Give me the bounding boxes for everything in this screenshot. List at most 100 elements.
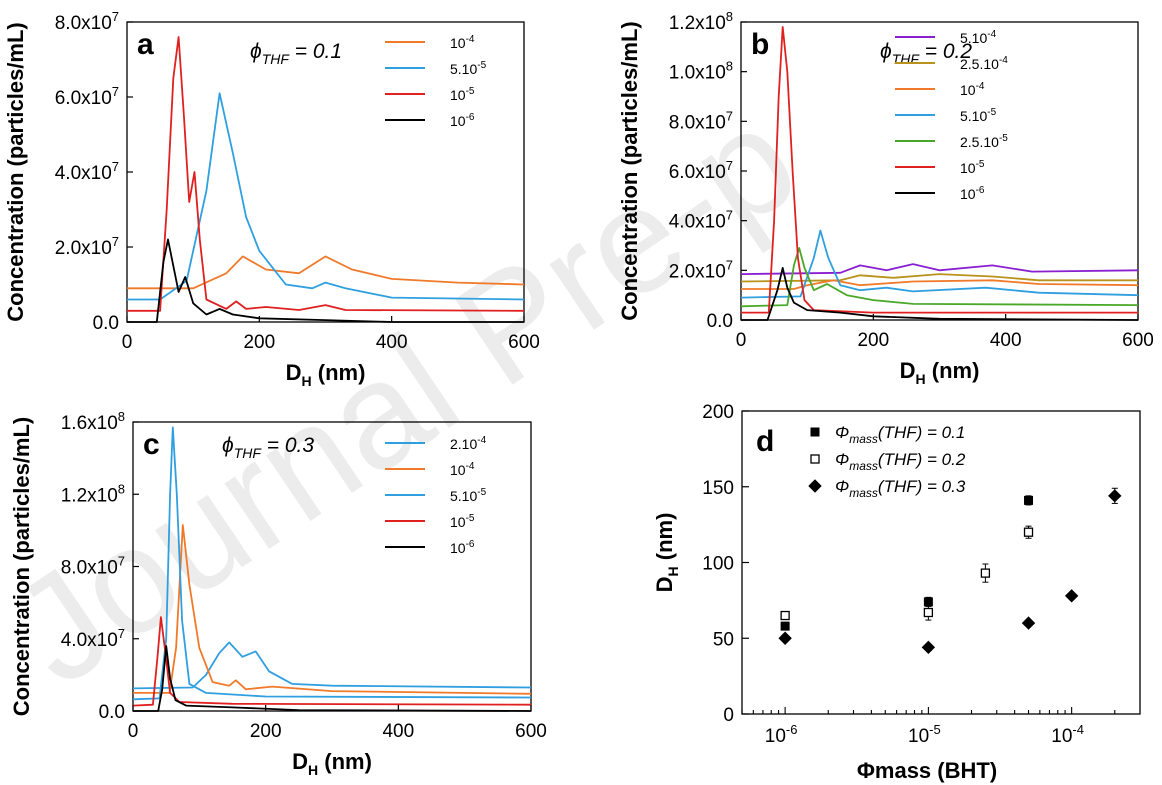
x-tick-label: 200 xyxy=(857,330,889,351)
data-point xyxy=(921,640,936,655)
data-point xyxy=(1021,616,1036,630)
legend-label: 5.10-5 xyxy=(450,487,487,504)
y-tick-label: 8.0x107 xyxy=(61,554,125,579)
y-tick-label: 2.0x107 xyxy=(669,257,733,282)
data-point xyxy=(780,621,790,631)
y-tick-label: 4.0x107 xyxy=(55,159,119,184)
x-axis-label: DH (nm) xyxy=(292,749,372,778)
y-tick-label: 100 xyxy=(702,554,734,575)
y-tick-label: 150 xyxy=(702,478,734,499)
y-tick-label: 0 xyxy=(723,705,734,726)
legend-label: 10-5 xyxy=(450,86,475,103)
y-tick-label: 6.0x107 xyxy=(55,84,119,109)
series-line-4 xyxy=(740,247,1139,308)
x-tick-label: 10-4 xyxy=(1051,722,1084,747)
y-tick-label: 0.0 xyxy=(99,702,125,723)
x-tick-label: 400 xyxy=(990,330,1022,351)
y-axis-label: DH (nm) xyxy=(652,513,681,593)
legend-label: 10-4 xyxy=(450,461,475,478)
legend-label: 10-6 xyxy=(960,185,985,202)
x-tick-label: 400 xyxy=(382,721,414,742)
y-tick-label: 2.0x107 xyxy=(55,234,119,259)
series-line-2 xyxy=(127,36,525,312)
y-tick-label: 1.2x108 xyxy=(61,481,125,506)
series-line-1 xyxy=(740,273,1138,283)
legend-label: 5.10-5 xyxy=(960,107,997,124)
x-tick-label: 600 xyxy=(1122,330,1154,351)
data-point xyxy=(1023,527,1034,537)
legend-label: 5.10-5 xyxy=(450,60,487,77)
series-line-1 xyxy=(133,524,532,695)
x-tick-label: 200 xyxy=(250,721,282,742)
series-line-0 xyxy=(127,255,525,290)
x-tick-label: 10-5 xyxy=(908,722,941,747)
y-tick-label: 8.0x107 xyxy=(55,9,119,34)
series-line-1 xyxy=(127,92,525,301)
x-tick-label: 0 xyxy=(736,330,747,351)
y-axis-label: Concentration (particles/mL) xyxy=(3,22,28,321)
phi-annotation: ϕTHF = 0.3 xyxy=(222,434,314,461)
data-point xyxy=(980,568,991,578)
legend-label: Φmass(THF) = 0.1 xyxy=(835,423,965,446)
y-tick-label: 0.0 xyxy=(707,311,733,332)
y-tick-label: 200 xyxy=(702,402,734,423)
x-axis-label: DH (nm) xyxy=(900,358,980,387)
y-tick-label: 4.0x107 xyxy=(669,208,733,233)
x-tick-label: 600 xyxy=(515,721,547,742)
x-tick-label: 400 xyxy=(376,332,408,353)
x-axis-label: DH (nm) xyxy=(286,360,366,389)
data-point xyxy=(780,610,790,621)
series-line-0 xyxy=(132,641,532,690)
series-line-4 xyxy=(133,645,532,712)
y-tick-label: 1.6x108 xyxy=(61,409,125,434)
series-line-2 xyxy=(741,279,1139,290)
x-tick-label: 10-6 xyxy=(765,722,798,747)
x-tick-label: 0 xyxy=(122,332,133,353)
series-line-0 xyxy=(740,263,1139,275)
panel-label: c xyxy=(143,428,160,461)
panel-label: a xyxy=(137,28,154,61)
legend-label: 10-5 xyxy=(450,513,475,530)
panel-label: b xyxy=(751,28,769,61)
phi-annotation: ϕTHF = 0.1 xyxy=(250,40,342,67)
panel-b-chart: 0 200 400 600 0.0 2.0x107 4.0x107 6.0x107 8.0x10… xyxy=(617,9,1154,387)
y-tick-label: 6.0x107 xyxy=(669,158,733,183)
legend-label: 2.5.10-4 xyxy=(960,55,1008,72)
data-point xyxy=(778,631,792,645)
legend-label: 2.5.10-5 xyxy=(960,133,1008,150)
legend-label: 10-5 xyxy=(960,159,985,176)
data-point xyxy=(810,454,820,464)
data-point xyxy=(1108,489,1122,503)
data-point xyxy=(923,607,934,618)
legend-label: 10-6 xyxy=(450,539,475,556)
panel-d-chart: 10-6 10-5 10-4 0 50 100 150 200 Φmass (BHT) DH (n… xyxy=(652,402,1141,783)
x-tick-label: 0 xyxy=(128,721,139,742)
panel-label: d xyxy=(756,425,774,458)
legend-label: 2.10-4 xyxy=(450,435,487,452)
panel-a-chart: 0 200 400 600 0.0 2.0x107 4.0x107 6.0x107 8.0x10… xyxy=(3,9,540,389)
legend-label: Φmass(THF) = 0.3 xyxy=(835,477,966,500)
data-point xyxy=(808,479,822,493)
series-line-3 xyxy=(132,616,532,707)
y-axis-label: Concentration (particles/mL) xyxy=(9,417,34,716)
y-tick-label: 4.0x107 xyxy=(61,626,125,651)
data-point xyxy=(810,427,820,437)
series-line-6 xyxy=(741,267,1139,321)
y-tick-label: 1.2x108 xyxy=(669,9,733,34)
legend-label: 10-4 xyxy=(450,34,475,51)
legend-label: 10-4 xyxy=(960,81,985,98)
series-line-2 xyxy=(132,426,532,701)
x-tick-label: 600 xyxy=(508,332,540,353)
panel-c-chart: 0 200 400 600 0.0 4.0x107 8.0x107 1.2x108 1.6x10… xyxy=(9,409,547,778)
x-axis-label: Φmass (BHT) xyxy=(857,758,997,783)
legend-label: Φmass(THF) = 0.2 xyxy=(835,450,966,473)
data-point xyxy=(1024,495,1034,505)
y-axis-label: Concentration (particles/mL) xyxy=(617,21,642,320)
series-line-3 xyxy=(127,238,524,323)
legend-label: 5.10-4 xyxy=(960,29,997,46)
legend-label: 10-6 xyxy=(450,112,475,129)
data-point xyxy=(1064,589,1079,603)
y-tick-label: 50 xyxy=(713,629,734,650)
series-line-3 xyxy=(740,229,1139,299)
